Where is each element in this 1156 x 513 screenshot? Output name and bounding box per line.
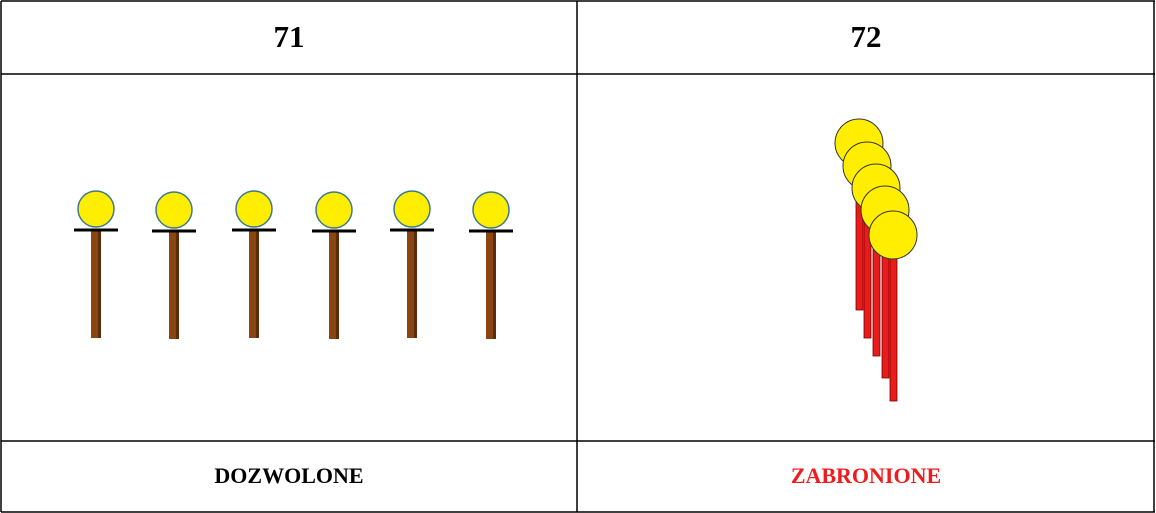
ball bbox=[235, 190, 273, 228]
footer-label: ZABRONIONE bbox=[791, 463, 941, 488]
footer-label: DOZWOLONE bbox=[214, 463, 363, 488]
ball bbox=[472, 191, 510, 229]
pole-shade bbox=[414, 230, 417, 338]
pole-shade bbox=[98, 230, 101, 338]
pole bbox=[91, 230, 101, 338]
ball bbox=[77, 190, 115, 228]
forbidden-illustration bbox=[834, 118, 918, 402]
pole-shade bbox=[256, 230, 259, 338]
ball bbox=[868, 210, 918, 260]
ball bbox=[155, 191, 193, 229]
ball bbox=[315, 191, 353, 229]
pole bbox=[407, 230, 417, 338]
pole bbox=[889, 234, 898, 402]
pole bbox=[486, 231, 496, 339]
pole-shade bbox=[176, 231, 179, 339]
pole-shade bbox=[336, 231, 339, 339]
ball bbox=[393, 190, 431, 228]
pole bbox=[249, 230, 259, 338]
header-number: 71 bbox=[274, 19, 305, 54]
pole bbox=[329, 231, 339, 339]
header-number: 72 bbox=[851, 19, 882, 54]
pole-shade bbox=[493, 231, 496, 339]
pole bbox=[169, 231, 179, 339]
allowed-illustration bbox=[74, 190, 513, 339]
